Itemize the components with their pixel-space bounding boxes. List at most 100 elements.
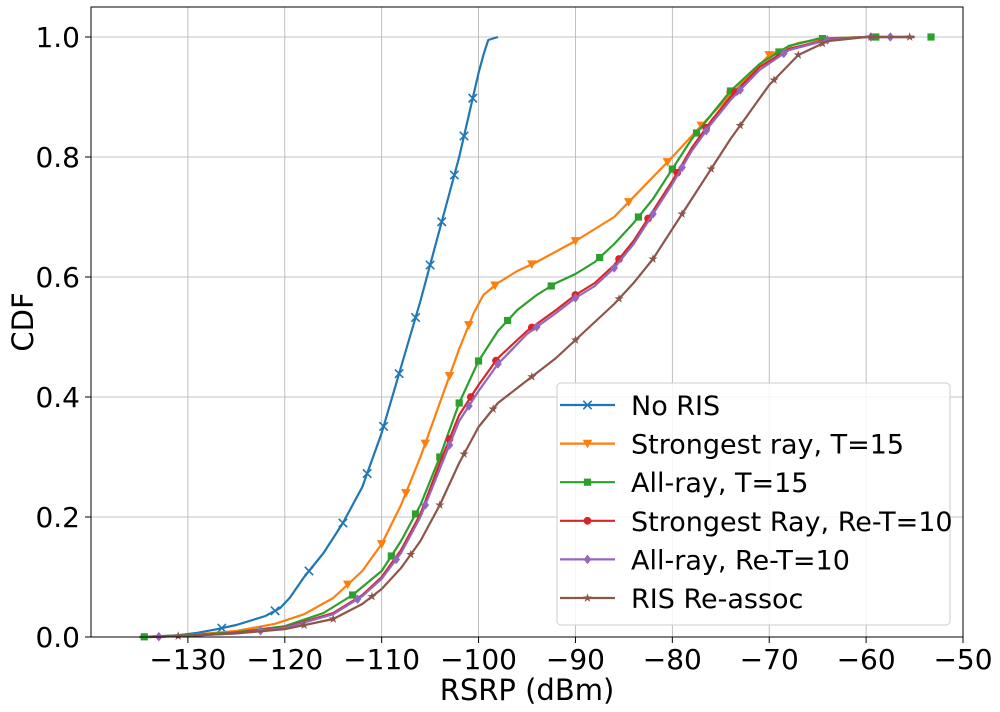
data-point [465,401,473,411]
data-point [927,33,935,41]
data-point [449,170,460,180]
legend-entry: Strongest ray, T=15 [560,430,904,461]
data-point [571,293,580,303]
data-point [338,518,348,528]
data-point [706,164,716,173]
data-point [596,253,604,262]
data-point [866,32,876,41]
data-point [570,237,581,246]
legend-marker [583,516,592,525]
data-point [459,131,469,141]
legend-label: No RIS [631,391,720,422]
series-1 [139,35,867,639]
x-axis-label: RSRP (dBm) [440,673,615,707]
data-point [614,293,624,303]
data-point [823,35,832,45]
data-point [648,254,658,263]
legend-label: All-ray, Re-T=10 [631,545,850,576]
data-point [445,440,454,450]
series-line [149,35,915,639]
data-point [494,359,502,369]
data-point [570,335,581,344]
x-tick-label: −70 [740,643,799,676]
legend-entry: Strongest Ray, Re-T=10 [560,507,953,538]
data-point [411,510,420,518]
data-point [677,209,687,218]
data-point [775,48,783,56]
data-point [299,620,309,629]
data-point [702,125,711,136]
y-tick-label: 0.4 [35,381,80,414]
data-point [764,51,775,60]
y-tick-label: 0.0 [35,621,80,654]
data-point [420,439,431,449]
legend-marker [582,593,593,602]
data-point [349,591,357,599]
data-point [793,50,803,59]
data-point [547,282,555,290]
data-point [342,580,353,590]
data-point [634,213,643,221]
data-point [173,631,183,640]
ticks: −130 −120 −110 −100 −90 −80 −70 −60 −50 0.0 0.2 0.4… [35,21,992,676]
data-point [504,316,512,325]
data-point [425,260,435,270]
legend-marker [583,554,592,565]
plot-frame [90,6,964,638]
data-point [464,321,474,330]
legend-entry: No RIS [560,391,720,422]
data-point [435,500,445,509]
x-tick-label: −60 [837,643,896,676]
data-point [769,75,779,84]
series-0 [144,35,499,639]
x-tick-label: −130 [149,643,226,676]
legend-marker [583,478,592,486]
legend-marker [582,400,593,410]
data-point [270,606,280,616]
data-point [905,32,915,41]
data-point [527,371,537,381]
data-point [817,38,828,48]
data-point [779,48,788,59]
x-tick-label: −120 [246,643,323,676]
series-line [139,35,915,639]
legend-label: All-ray, T=15 [631,468,808,499]
y-tick-label: 0.6 [35,261,80,294]
data-point [623,198,634,207]
data-point [304,566,314,576]
data-point [444,372,455,381]
legend-label: RIS Re-assoc [631,584,803,615]
data-point [467,93,478,103]
data-point [649,209,657,219]
data-point [394,368,404,379]
data-point [490,281,500,291]
data-point [376,540,387,549]
data-point [527,260,537,270]
data-point [662,158,673,167]
data-point [392,554,401,565]
legend-marker [582,439,593,449]
x-tick-label: −90 [546,643,605,676]
x-tick-label: −110 [343,643,420,676]
y-tick-label: 1.0 [35,21,80,54]
data-point [353,594,362,604]
data-point [678,162,686,173]
data-point [328,614,338,623]
legend-label: Strongest ray, T=15 [631,430,904,461]
series-layer [139,32,935,642]
data-point [726,87,735,95]
data-point [401,489,411,498]
legend-entry: All-ray, T=15 [560,468,808,499]
data-point [736,85,744,95]
legend-entry: RIS Re-assoc [560,584,803,615]
x-tick-label: −50 [933,643,992,676]
legend: No RIS Strongest ray, T=15 All-ray, T=15 St… [556,382,953,626]
series-line [144,35,499,639]
data-point [735,120,745,130]
data-point [455,399,463,407]
data-point [362,468,372,479]
data-point [378,421,389,432]
data-point [436,217,447,227]
data-point [488,404,498,413]
